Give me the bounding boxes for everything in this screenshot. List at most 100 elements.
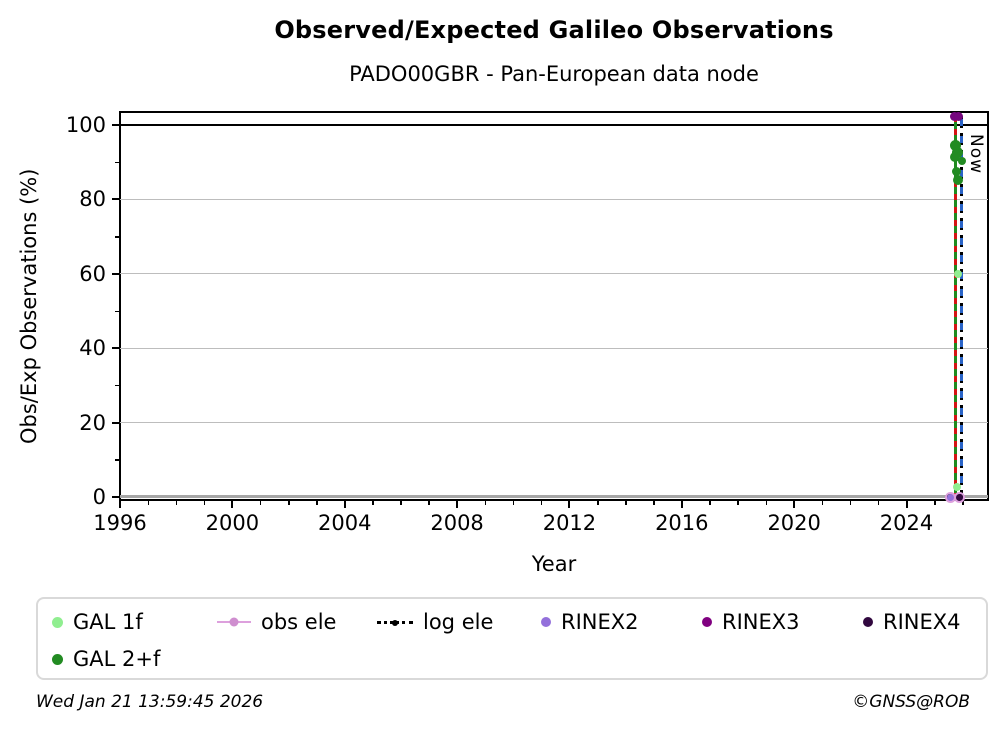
x-tick (343, 500, 346, 508)
y-minor-tick (115, 384, 120, 387)
rinex2-marker-icon (541, 617, 551, 627)
x-tick (793, 500, 796, 508)
y-minor-tick (115, 161, 120, 164)
marker-gal-1f (953, 270, 962, 279)
y-tick (112, 124, 120, 127)
y-tick-label: 40 (79, 336, 106, 361)
y-tick (112, 272, 120, 275)
x-minor-tick (512, 500, 515, 505)
marker-rinex4 (956, 493, 964, 501)
y-tick (112, 421, 120, 424)
x-minor-tick (849, 500, 852, 505)
gridline-y (120, 422, 988, 424)
rinex4-marker-icon (863, 617, 873, 627)
y-tick (112, 496, 120, 499)
y-tick-label: 60 (79, 261, 106, 286)
x-tick (905, 500, 908, 508)
legend-item-gal-1f: GAL 1f (52, 609, 143, 635)
y-tick-label: 100 (65, 113, 106, 138)
x-minor-tick (316, 500, 318, 505)
x-minor-tick (934, 500, 936, 505)
log-ele-marker-icon (377, 619, 413, 626)
x-minor-tick (625, 500, 627, 505)
legend-item-rinex3: RINEX3 (702, 609, 800, 635)
x-tick-label: 1996 (93, 511, 147, 535)
x-tick-label: 2020 (767, 511, 821, 535)
x-minor-tick (259, 500, 262, 505)
obs-ele-marker-dot (229, 617, 239, 627)
x-minor-tick (540, 500, 543, 505)
x-minor-tick (203, 500, 206, 505)
annotation-now-line (960, 115, 964, 498)
legend-item-gal-2f: GAL 2+f (52, 646, 160, 672)
x-minor-tick (147, 500, 150, 505)
chart-title: Observed/Expected Galileo Observations (274, 16, 834, 44)
x-minor-tick (653, 500, 655, 505)
gal-1f-marker-icon (52, 616, 63, 628)
x-minor-tick (737, 500, 739, 505)
x-tick-label: 2024 (879, 511, 934, 535)
marker-gal-2-f (950, 152, 961, 162)
y-minor-tick (115, 236, 120, 238)
legend-item-rinex2: RINEX2 (541, 609, 639, 635)
log-ele-marker-dot (392, 619, 398, 626)
x-tick (231, 500, 234, 508)
generated-timestamp: Wed Jan 21 13:59:45 2026 (36, 692, 264, 712)
y-minor-tick (115, 310, 120, 313)
x-minor-tick (400, 500, 402, 505)
y-minor-tick (115, 459, 120, 461)
x-minor-tick (484, 500, 487, 505)
marker-rinex2 (946, 493, 954, 501)
x-tick-label: 2012 (542, 511, 597, 535)
y-tick (112, 347, 120, 350)
legend-item-rinex4: RINEX4 (863, 609, 961, 635)
x-tick (119, 500, 121, 508)
x-tick-label: 2008 (430, 511, 484, 535)
now-annotation-label: Now (966, 134, 986, 175)
x-minor-tick (709, 500, 711, 505)
y-tick-label: 0 (92, 485, 106, 510)
gridline-y0 (120, 495, 988, 499)
x-axis-label: Year (531, 552, 577, 576)
legend: GAL 1f GAL 2+f obs ele log ele RINEX2 RI… (36, 597, 988, 680)
x-tick-label: 2004 (317, 511, 372, 535)
x-tick-label: 2016 (655, 511, 709, 535)
marker-gal-2-f (957, 157, 966, 166)
plot-area (119, 111, 989, 501)
marker-gal-2-f (952, 167, 962, 177)
hundred-percent-line (120, 124, 988, 127)
marker-gal-2-f (952, 175, 963, 186)
gridline-y (120, 198, 988, 200)
obs-ele-marker-icon (217, 617, 251, 627)
rinex3-marker-icon (702, 617, 712, 627)
marker-gal-2-f (950, 140, 962, 152)
x-minor-tick (962, 500, 964, 505)
x-minor-tick (428, 500, 430, 505)
marker-gal-1f (953, 482, 962, 491)
gal-2f-marker-icon (52, 653, 63, 665)
x-minor-tick (288, 500, 290, 505)
x-minor-tick (877, 500, 880, 505)
x-minor-tick (175, 500, 178, 505)
marker-rinex3 (953, 112, 963, 122)
copyright-credit: ©GNSS@ROB (852, 692, 970, 712)
legend-item-obs-ele: obs ele (217, 609, 336, 635)
y-tick-label: 80 (79, 187, 106, 212)
x-minor-tick (597, 500, 599, 505)
x-minor-tick (372, 500, 374, 505)
gridline-y (120, 347, 988, 349)
legend-item-log-ele: log ele (377, 609, 493, 635)
x-minor-tick (821, 500, 824, 505)
y-tick-label: 20 (79, 410, 106, 435)
x-minor-tick (765, 500, 768, 505)
gridline-y (120, 273, 988, 275)
chart-subtitle: PADO00GBR - Pan-European data node (349, 62, 759, 86)
x-tick (568, 500, 571, 508)
x-tick (456, 500, 459, 508)
x-tick (680, 500, 683, 508)
y-tick (112, 198, 120, 201)
annotation-event-line (953, 115, 957, 498)
x-tick-label: 2000 (205, 511, 260, 535)
